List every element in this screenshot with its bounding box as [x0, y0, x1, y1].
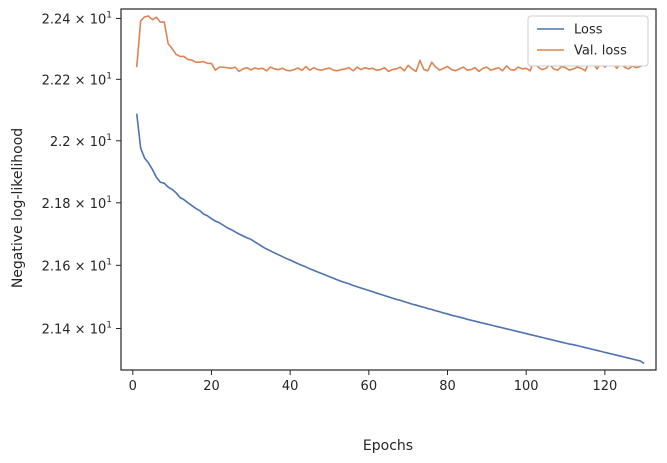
y-tick-label: 2.24 × 101 [42, 10, 112, 27]
x-tick-label: 0 [129, 379, 137, 394]
x-tick-label: 100 [514, 379, 539, 394]
y-tick-label: 2.14 × 101 [42, 321, 112, 338]
y-tick-label: 2.16 × 101 [42, 257, 112, 274]
x-axis: 0 20 40 60 80 100 120 [129, 370, 617, 394]
x-tick-label: 120 [592, 379, 617, 394]
y-tick-label: 2.18 × 101 [42, 195, 112, 212]
legend-label: Val. loss [574, 44, 627, 59]
x-tick-label: 20 [203, 379, 220, 394]
series-line-loss [135, 113, 645, 365]
legend-label: Loss [574, 23, 603, 38]
x-tick-label: 60 [361, 379, 378, 394]
y-axis: 2.14 × 101 2.16 × 101 2.18 × 101 2.2 × 101 2… [42, 10, 121, 338]
x-tick-label: 40 [282, 379, 299, 394]
y-tick-label: 2.2 × 101 [50, 133, 112, 150]
x-axis-title: Epochs [363, 438, 413, 454]
plot-frame [120, 8, 657, 371]
series-line-val-loss [135, 15, 645, 73]
series-layer [135, 15, 645, 365]
y-tick-label: 2.22 × 101 [42, 71, 112, 88]
y-axis-title: Negative log-likelihood [10, 128, 26, 288]
x-tick-label: 80 [439, 379, 456, 394]
legend: Loss Val. loss [527, 15, 649, 67]
